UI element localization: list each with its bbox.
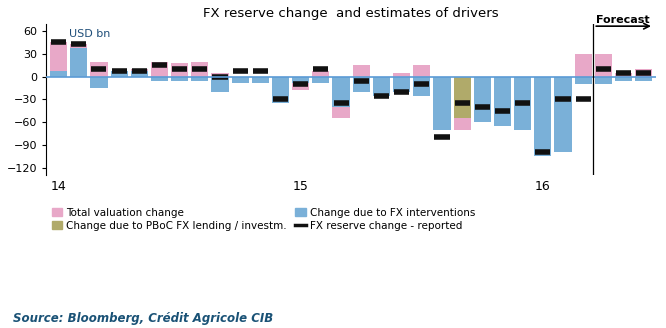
Bar	[151, 62, 168, 77]
Bar	[454, 77, 471, 118]
Bar	[252, 77, 269, 81]
Bar	[91, 77, 107, 88]
Bar	[635, 69, 652, 77]
Bar	[393, 73, 410, 77]
Bar	[393, 77, 410, 92]
Bar	[353, 66, 370, 77]
Bar	[474, 77, 491, 122]
Bar	[373, 77, 390, 96]
Text: Source: Bloomberg, Crédit Agricole CIB: Source: Bloomberg, Crédit Agricole CIB	[13, 312, 274, 325]
Bar	[171, 77, 188, 81]
Bar	[292, 77, 309, 91]
Bar	[211, 73, 228, 77]
Bar	[474, 77, 491, 114]
Bar	[434, 77, 450, 130]
Bar	[50, 42, 67, 77]
Bar	[595, 77, 612, 84]
Title: FX reserve change  and estimates of drivers: FX reserve change and estimates of drive…	[203, 7, 499, 20]
Bar	[292, 77, 309, 83]
Bar	[131, 69, 148, 77]
Bar	[211, 77, 228, 92]
Bar	[555, 77, 571, 103]
Bar	[171, 63, 188, 77]
Bar	[312, 71, 330, 77]
Bar	[111, 71, 128, 77]
Bar	[353, 77, 370, 92]
Bar	[232, 77, 249, 79]
Text: USD bn: USD bn	[69, 29, 110, 39]
Bar	[312, 77, 330, 83]
Bar	[272, 77, 289, 103]
Bar	[191, 62, 208, 77]
Bar	[615, 77, 632, 81]
Bar	[454, 77, 471, 118]
Bar	[332, 77, 350, 118]
Bar	[595, 54, 612, 77]
Bar	[555, 77, 571, 153]
Bar	[615, 73, 632, 77]
Bar	[252, 77, 269, 83]
Bar	[454, 77, 471, 130]
Bar	[494, 77, 511, 126]
Text: Forecast: Forecast	[596, 15, 650, 25]
Bar	[413, 66, 430, 77]
Bar	[70, 48, 87, 77]
Bar	[111, 71, 128, 77]
Bar	[534, 77, 551, 114]
Bar	[91, 62, 107, 77]
Bar	[434, 77, 450, 99]
Bar	[373, 77, 390, 84]
Bar	[413, 77, 430, 96]
Bar	[151, 77, 168, 81]
Bar	[575, 77, 592, 84]
Bar	[514, 77, 531, 130]
Bar	[514, 77, 531, 114]
Bar	[635, 77, 652, 81]
Bar	[50, 71, 67, 77]
Bar	[332, 77, 350, 107]
Legend: Total valuation change, Change due to PBoC FX lending / investm., Change due to : Total valuation change, Change due to PB…	[52, 208, 475, 231]
Bar	[272, 77, 289, 78]
Bar	[131, 71, 148, 77]
Bar	[191, 77, 208, 81]
Bar	[494, 77, 511, 118]
Bar	[575, 54, 592, 77]
Bar	[534, 77, 551, 156]
Bar	[70, 44, 87, 77]
Bar	[232, 77, 249, 83]
